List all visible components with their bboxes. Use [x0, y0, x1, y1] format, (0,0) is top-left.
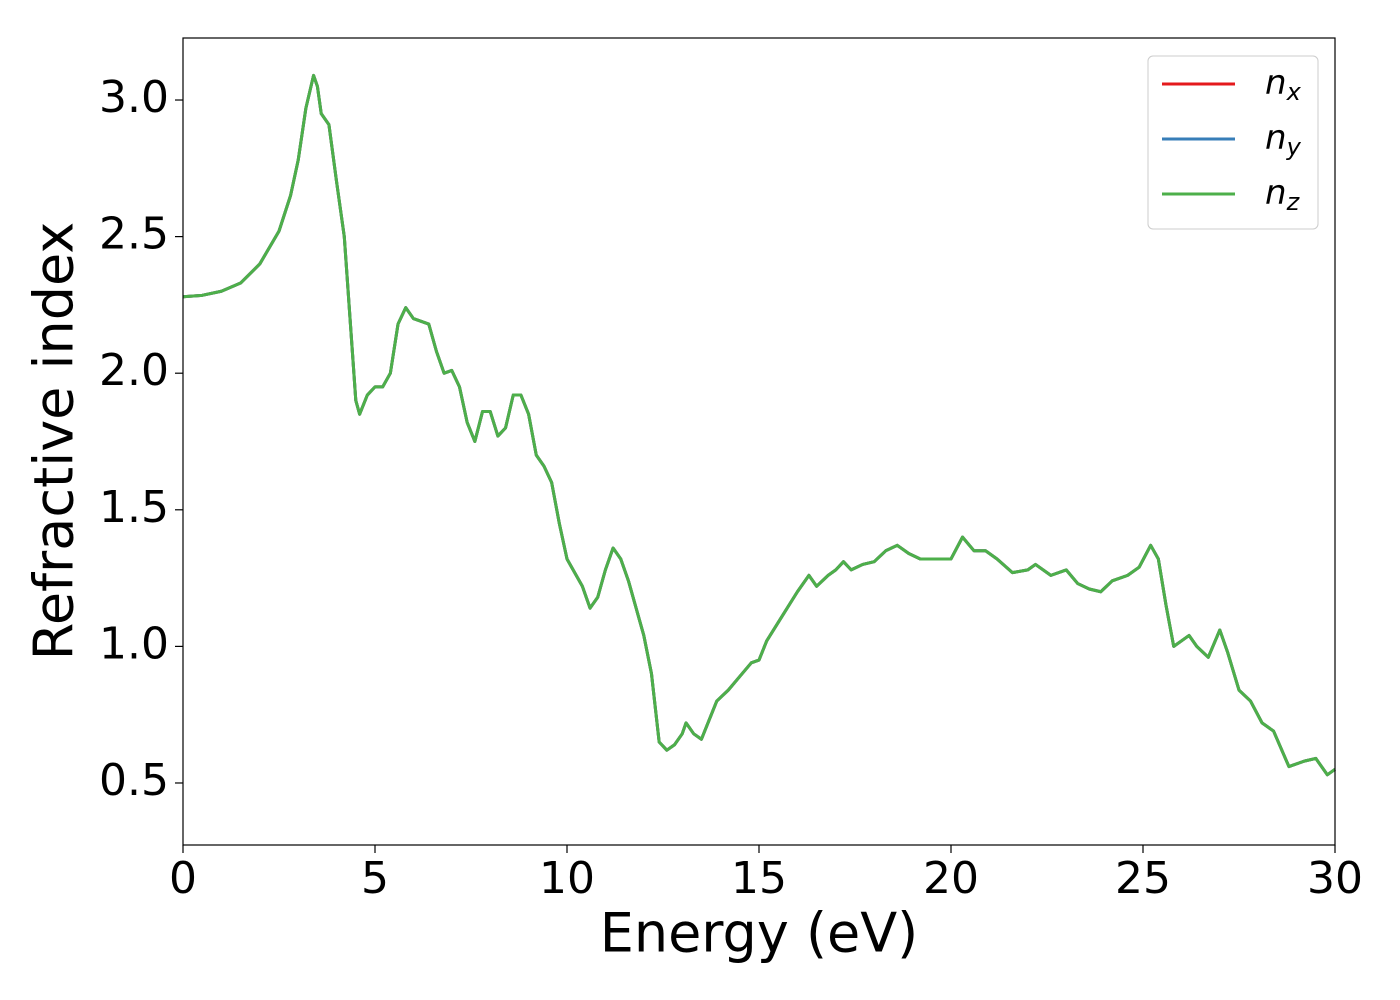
legend-label: nx — [1265, 63, 1302, 107]
legend-box — [1147, 55, 1319, 230]
x-tick-label: 10 — [539, 853, 595, 904]
legend-label: nz — [1265, 173, 1301, 217]
y-axis-label: Refractive index — [23, 222, 86, 661]
x-tick-label: 15 — [731, 853, 787, 904]
x-tick-label: 20 — [923, 853, 979, 904]
y-tick-label: 0.5 — [99, 755, 169, 806]
y-tick-label: 2.5 — [99, 209, 169, 260]
y-tick-label: 1.0 — [99, 618, 169, 669]
x-tick-label: 5 — [361, 853, 389, 904]
x-tick-label: 30 — [1307, 853, 1363, 904]
x-tick-label: 25 — [1115, 853, 1171, 904]
y-tick-label: 3.0 — [99, 72, 169, 123]
y-tick-label: 1.5 — [99, 482, 169, 533]
legend-label: ny — [1265, 118, 1302, 162]
x-tick-label: 0 — [169, 853, 197, 904]
y-tick-label: 2.0 — [99, 345, 169, 396]
x-axis-label: Energy (eV) — [600, 902, 919, 965]
series-line — [182, 73, 1336, 777]
